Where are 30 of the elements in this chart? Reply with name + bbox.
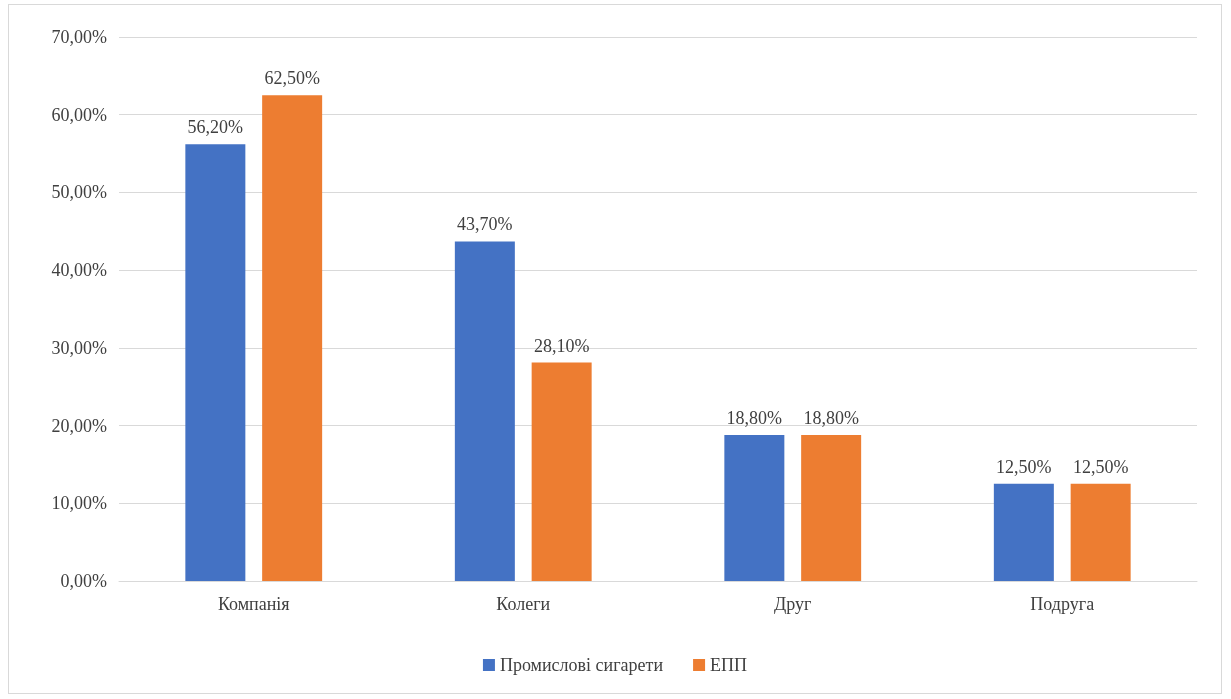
legend-label: Промислові сигарети xyxy=(499,655,664,675)
bar xyxy=(262,95,323,581)
x-tick-label: Компанія xyxy=(217,594,290,614)
y-tick-label: 0,00% xyxy=(60,571,107,591)
y-tick-label: 60,00% xyxy=(51,104,107,125)
bar xyxy=(993,483,1054,581)
y-tick-label: 70,00% xyxy=(51,27,107,47)
bar xyxy=(1070,483,1131,581)
data-label: 12,50% xyxy=(996,456,1052,477)
data-label: 12,50% xyxy=(1072,456,1129,477)
bar xyxy=(185,144,246,581)
x-tick-label: Колеги xyxy=(496,594,551,614)
y-tick-label: 50,00% xyxy=(51,182,107,203)
y-tick-label: 40,00% xyxy=(51,260,107,281)
data-label: 18,80% xyxy=(726,407,783,428)
bar xyxy=(724,434,785,581)
legend-label: ЕПП xyxy=(710,655,748,675)
bar xyxy=(801,434,862,581)
data-label: 18,80% xyxy=(803,407,859,428)
data-label: 43,70% xyxy=(457,214,513,235)
y-tick-label: 20,00% xyxy=(51,415,107,436)
data-label: 56,20% xyxy=(187,117,244,138)
data-label: 62,50% xyxy=(264,68,320,89)
data-label: 28,10% xyxy=(533,335,590,356)
y-tick-label: 30,00% xyxy=(51,337,107,358)
bar xyxy=(454,241,515,581)
x-tick-label: Подруга xyxy=(1030,594,1095,614)
y-tick-label: 10,00% xyxy=(51,493,107,514)
bar xyxy=(531,362,592,581)
x-tick-label: Друг xyxy=(774,594,812,614)
